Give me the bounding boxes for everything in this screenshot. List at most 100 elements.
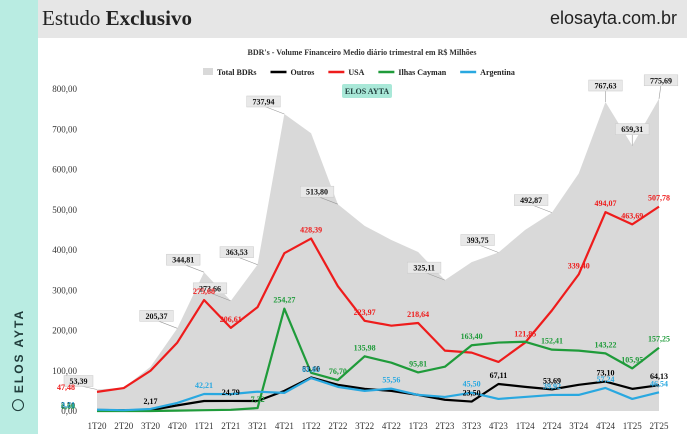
y-tick-label: 0,00 [61,406,77,416]
total-label-leader [316,195,338,205]
brand-logo-icon [12,399,24,412]
usa-data-label: 223,97 [354,308,376,317]
y-tick-label: 100,00 [52,366,77,376]
argentina-data-label: 39,92 [543,382,561,391]
outros-data-label: 2,70 [61,401,75,410]
site-url: elosayta.com.br [549,8,677,28]
total-label-box [588,79,623,92]
y-tick-label: 300,00 [52,285,77,295]
total-label-box [615,123,650,135]
x-tick-label: 4T23 [489,421,508,431]
y-tick-label: 400,00 [52,245,77,255]
usa-data-label: 339,40 [568,261,590,270]
argentina-data-label: 81,83 [302,365,320,374]
total-label-box [407,261,442,274]
ilhas-cayman-data-label: 143,22 [594,340,616,349]
x-tick-label: 2T25 [650,421,669,431]
x-tick-label: 4T22 [382,421,401,431]
page-title: Estudo Exclusivo [42,6,192,31]
outros-data-label: 24,79 [222,388,240,397]
usa-data-label: 218,64 [407,310,429,319]
page-title-regular: Estudo [42,6,101,30]
x-tick-label: 2T24 [542,421,561,431]
outros-data-label: 2,17 [144,397,158,406]
ilhas-cayman-data-label: 105,95 [621,355,643,364]
total-label-box [139,310,174,322]
total-label-box [300,185,335,198]
argentina-data-label: 42,21 [195,381,213,390]
total-label-box [192,282,228,295]
total-label-box [460,234,495,246]
argentina-data-label: 57,24 [596,375,614,384]
x-tick-label: 3T20 [141,421,160,431]
series-line-argentina [96,376,660,412]
legend-label: Outros [291,68,315,77]
legend-label: Ilhas Cayman [398,68,446,77]
total-data-label: 492,87 [520,196,542,205]
outros-data-label: 23,50 [463,389,481,398]
total-data-label: 344,81 [172,256,194,265]
total-label-box [514,194,549,206]
total-data-label: 767,63 [594,82,616,91]
argentina-data-label: 46,54 [650,379,668,388]
usa-data-label: 507,78 [648,194,670,203]
x-tick-label: 1T23 [409,421,428,431]
ilhas-cayman-data-label: 95,81 [409,359,427,368]
argentina-data-label: 55,56 [382,376,400,385]
x-tick-label: 3T24 [569,421,588,431]
usa-data-label: 121,85 [514,330,536,339]
total-label-leader [183,263,205,273]
page-title-bold: Exclusivo [105,6,192,30]
x-tick-label: 2T20 [114,421,133,431]
chart-badge [342,84,392,98]
ilhas-cayman-data-label: 135,98 [354,343,376,352]
total-data-label: 393,75 [467,236,489,245]
x-tick-label: 3T22 [355,421,374,431]
x-tick-label: 1T22 [302,421,321,431]
total-label-box [166,253,201,266]
usa-data-label: 428,39 [300,226,322,235]
vertical-brand: ELOS AYTA [12,308,26,412]
total-data-label: 737,94 [253,97,275,106]
usa-data-label: 463,69 [621,211,643,220]
total-label-leader [658,84,662,99]
ilhas-cayman-data-label: 254,27 [273,296,295,305]
x-tick-label: 1T20 [88,421,107,431]
ilhas-cayman-data-label: 7,32 [251,395,265,404]
outros-data-label: 83,40 [302,364,320,373]
ilhas-cayman-data-label: 157,25 [648,335,670,344]
page-header: Estudo Exclusivo elosayta.com.br [38,0,687,38]
x-tick-label: 4T20 [168,421,187,431]
total-label-leader [263,105,285,115]
legend-label: USA [348,68,364,77]
usa-data-label: 47,48 [57,383,75,392]
total-data-label: 363,53 [226,248,248,257]
total-data-label: 513,80 [306,188,328,197]
total-label-leader [423,271,446,281]
left-brand-strip: ELOS AYTA [0,0,38,434]
series-line-ilhas-cayman [97,307,660,413]
outros-data-label: 73,10 [596,369,614,378]
argentina-data-label: 45,50 [463,380,481,389]
total-data-label: 325,11 [413,264,435,273]
total-label-leader [531,204,553,213]
x-tick-label: 1T24 [516,421,535,431]
argentina-data-label: 3,21 [61,401,75,410]
usa-data-label: 275,68 [193,287,215,296]
total-data-label: 53,39 [70,377,88,386]
total-label-box [643,74,679,87]
chart-title: BDR's - Volume Financeiro Medio diário t… [248,48,477,57]
total-label-leader [209,292,231,302]
vertical-brand-text: ELOS AYTA [12,308,26,394]
total-label-box [246,95,281,108]
x-tick-label: 2T21 [221,421,240,431]
x-tick-label: 4T21 [275,421,294,431]
total-data-label: 775,69 [650,76,672,85]
y-tick-label: 200,00 [52,326,77,336]
y-tick-label: 600,00 [52,165,77,175]
ilhas-cayman-data-label: 76,70 [329,367,347,376]
x-tick-label: 1T21 [195,421,214,431]
x-tick-label: 2T22 [328,421,347,431]
total-label-box [63,375,94,387]
y-tick-label: 700,00 [52,124,77,134]
